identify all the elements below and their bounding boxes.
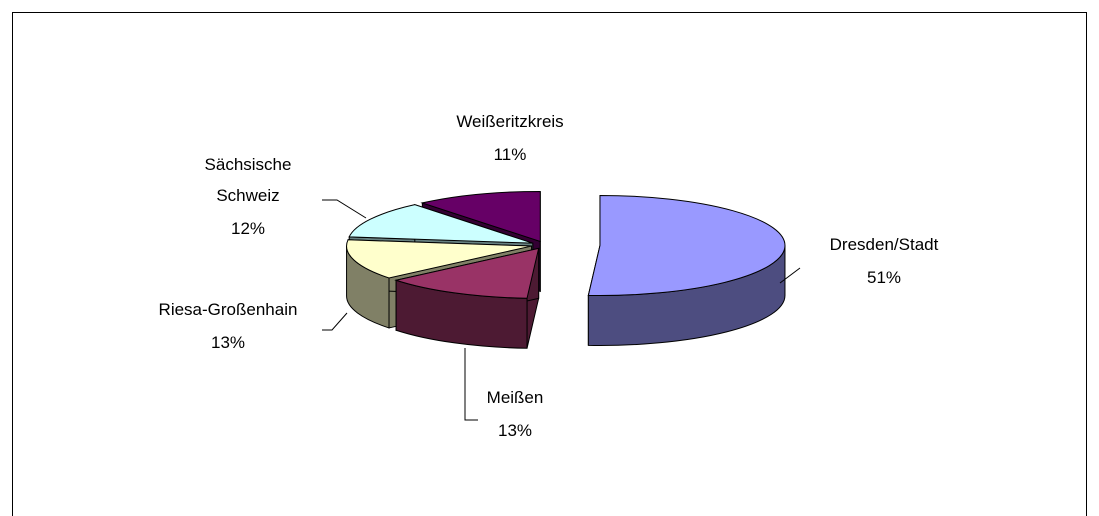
slice-label: Weißeritzkreis [456,112,563,131]
pie-slice [394,247,540,299]
leader-line [464,348,478,421]
slice-label: Riesa-Großenhain [159,300,298,319]
leader-line [322,312,348,331]
chart-frame [12,12,1087,516]
label-line: Sächsische [205,155,292,174]
slice-label: Sächsische Schweiz [205,155,292,205]
leader-line [779,267,801,284]
slice-label: Dresden/Stadt [830,235,939,254]
slice-value-label: 12% [231,219,265,238]
slice-value-label: 13% [211,333,245,352]
slice-value-label: 51% [867,268,901,287]
pie-slice [587,194,786,296]
pie-slice [420,190,541,243]
leader-line [322,199,367,219]
pie-slice [346,239,532,279]
slice-value-label: 11% [494,145,527,164]
slice-label: Meißen [487,388,544,407]
label-line: Schweiz [216,186,279,205]
pie-slice [348,204,533,244]
slice-value-label: 13% [498,421,532,440]
